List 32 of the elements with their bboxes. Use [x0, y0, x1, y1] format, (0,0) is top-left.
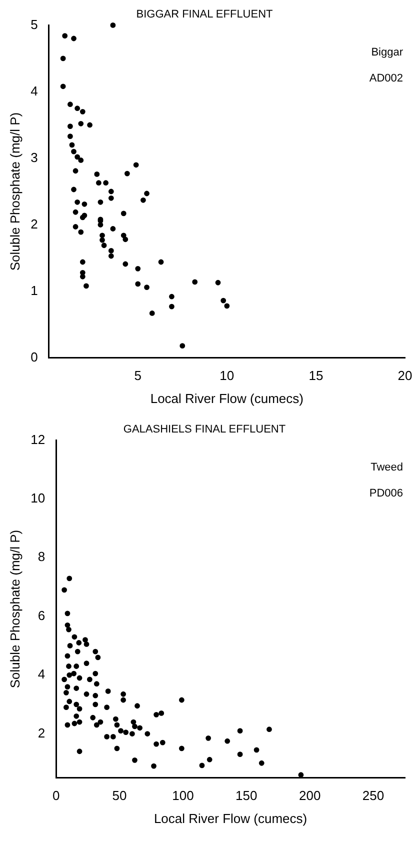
y-tick-label: 4 [30, 83, 38, 98]
annotation: PD006 [369, 488, 403, 500]
annotation: AD002 [369, 72, 403, 85]
x-tick-label: 50 [112, 788, 127, 804]
annotation: Biggar [371, 46, 404, 59]
x-tick-label: 250 [362, 788, 384, 804]
chart-title: BIGGAR FINAL EFFLUENT [136, 8, 274, 21]
chart-title: GALASHIELS FINAL EFFLUENT [123, 424, 286, 436]
y-tick-label: 2 [30, 216, 38, 232]
x-tick-label: 200 [298, 788, 321, 804]
x-tick-label: 5 [134, 368, 142, 384]
x-tick-label: 10 [220, 368, 234, 384]
y-tick-label: 3 [30, 150, 38, 165]
y-tick-label: 5 [30, 16, 38, 32]
y-axis-title: Soluble Phosphate (mg/l P) [7, 112, 22, 271]
x-axis-title: Local River Flow (cumecs) [154, 810, 308, 826]
y-tick-label: 2 [38, 725, 46, 740]
y-tick-label: 8 [38, 549, 46, 564]
annotation: Tweed [370, 462, 403, 474]
y-tick-label: 12 [30, 432, 46, 447]
y-tick-label: 10 [30, 490, 46, 506]
x-tick-label: 0 [52, 788, 60, 804]
x-tick-label: 20 [398, 368, 412, 384]
x-axis-title: Local River Flow (cumecs) [150, 390, 304, 406]
x-tick-label: 15 [308, 368, 324, 384]
y-tick-label: 1 [30, 282, 38, 298]
y-axis-title: Soluble Phosphate (mg/l P) [7, 530, 22, 688]
x-tick-label: 100 [172, 788, 194, 804]
y-tick-label: 6 [38, 608, 46, 623]
y-tick-label: 0 [30, 349, 38, 364]
x-tick-label: 150 [236, 788, 258, 804]
y-tick-label: 4 [38, 666, 46, 682]
